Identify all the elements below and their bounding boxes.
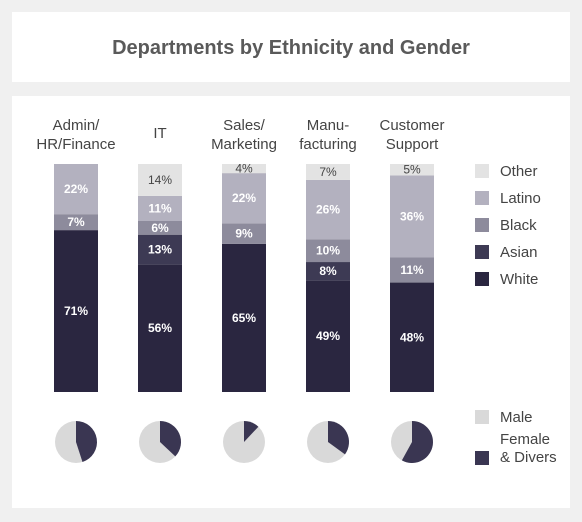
bar-segment-black: [222, 223, 266, 244]
data-label: 11%: [148, 201, 172, 215]
legend-label-asian: Asian: [500, 244, 538, 261]
pie-slice-female: [328, 421, 349, 455]
bar-segment-other: [390, 164, 434, 176]
data-label: 6%: [151, 221, 169, 235]
data-label: 4%: [235, 162, 253, 176]
chart-title: Departments by Ethnicity and Gender: [112, 37, 470, 59]
category-label-2: Sales/: [223, 117, 266, 134]
category-label-3: Manu-: [307, 117, 350, 134]
data-label: 36%: [400, 209, 424, 223]
legend-label-other: Other: [500, 163, 538, 180]
bar-segment-latino: [222, 173, 266, 224]
category-label-4: Customer: [379, 117, 444, 134]
pie-slice-female: [76, 421, 97, 462]
bar-segment-white: [306, 280, 350, 392]
data-label: 22%: [64, 182, 88, 196]
pie-legend-label-0: Male: [500, 409, 533, 426]
data-label: 26%: [316, 203, 340, 217]
legend-swatch-black: [475, 218, 489, 232]
chart-panel: Admin/HR/Finance IT Sales/Marketing Manu-fa…: [12, 96, 570, 508]
category-label-0: Admin/: [53, 117, 101, 134]
data-label: 10%: [316, 244, 340, 258]
bar-segment-asian: [306, 262, 350, 281]
pie-slice-female: [244, 421, 259, 442]
bar-segment-latino: [306, 179, 350, 240]
title-panel: Departments by Ethnicity and Gender: [12, 12, 570, 82]
data-label: 9%: [235, 227, 253, 241]
data-label: 7%: [319, 165, 337, 179]
bar-segment-white: [222, 243, 266, 392]
data-label: 48%: [400, 330, 424, 344]
bar-segment-black: [54, 214, 98, 231]
bar-segment-asian: [138, 234, 182, 265]
bar-segment-other: [138, 164, 182, 196]
category-label-2: Marketing: [211, 136, 277, 153]
legend-label-black: Black: [500, 217, 537, 234]
bar-segment-black: [138, 221, 182, 235]
category-label-4: Support: [386, 136, 439, 153]
bar-segment-latino: [390, 175, 434, 258]
bar-segment-other: [222, 164, 266, 174]
bar-segment-black: [306, 239, 350, 263]
bar-segment-black: [390, 257, 434, 283]
category-label-1: IT: [153, 125, 166, 142]
data-label: 11%: [400, 263, 424, 277]
legend-label-latino: Latino: [500, 190, 541, 207]
legend-swatch-latino: [475, 191, 489, 205]
pie-legend-label-1: & Divers: [500, 449, 557, 466]
bar-segment-latino: [54, 164, 98, 215]
data-label: 13%: [148, 243, 172, 257]
data-label: 22%: [232, 191, 256, 205]
bar-segment-other: [306, 164, 350, 180]
legend-label-white: White: [500, 271, 538, 288]
data-label: 56%: [148, 321, 172, 335]
legend-swatch-other: [475, 164, 489, 178]
pie-legend-swatch-0: [475, 410, 489, 424]
pie-slice-female: [160, 420, 182, 457]
category-label-0: HR/Finance: [36, 136, 115, 153]
data-label: 14%: [148, 173, 172, 187]
departments-chart: Admin/HR/Finance IT Sales/Marketing Manu-fa…: [36, 117, 557, 466]
legend-swatch-white: [475, 272, 489, 286]
data-label: 49%: [316, 329, 340, 343]
data-label: 71%: [64, 304, 88, 318]
bar-segment-latino: [138, 195, 182, 221]
pie-legend-label-1: Female: [500, 431, 550, 448]
data-label: 65%: [232, 311, 256, 325]
legend-swatch-asian: [475, 245, 489, 259]
pie-legend-swatch-1: [475, 451, 489, 465]
bar-segment-white: [54, 230, 98, 392]
data-label: 5%: [403, 163, 421, 177]
data-label: 8%: [319, 264, 337, 278]
data-label: 7%: [67, 215, 85, 229]
bar-segment-white: [390, 282, 434, 392]
bar-segment-white: [138, 264, 182, 392]
category-label-3: facturing: [299, 136, 357, 153]
pie-slice-female: [401, 421, 434, 463]
